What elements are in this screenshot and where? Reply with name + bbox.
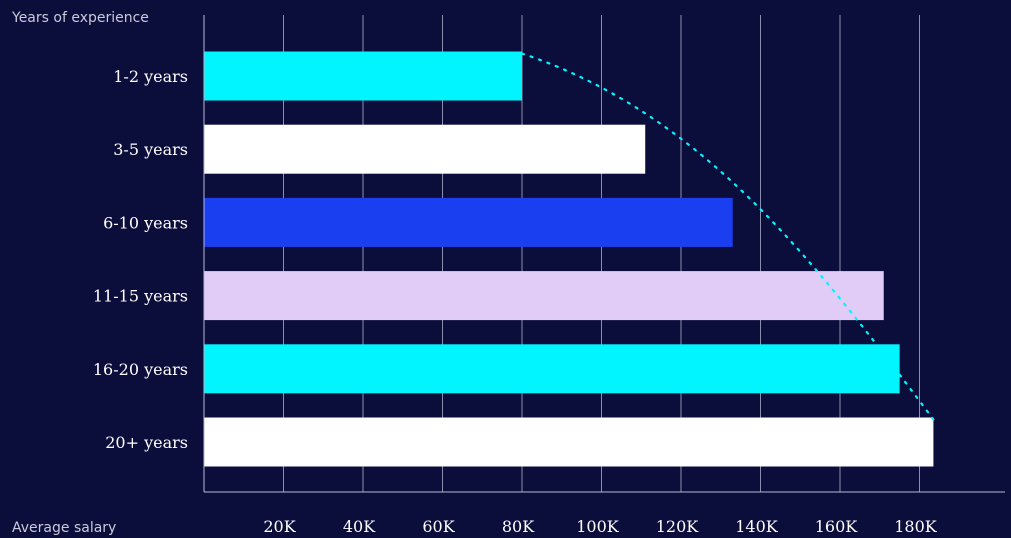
- category-label: 3-5 years: [113, 140, 188, 159]
- category-label: 1-2 years: [113, 67, 188, 86]
- labels: 20K 40K 60K 80K 100K 120K 140K 160K 180K 1-2 year…: [93, 67, 938, 536]
- trend-line-group: [520, 52, 935, 421]
- x-axis-title: Average salary: [12, 520, 116, 536]
- x-tick-label: 100K: [576, 517, 620, 536]
- bars: [204, 51, 934, 467]
- bar: [204, 197, 733, 247]
- bar: [204, 124, 646, 174]
- y-axis-title: Years of experience: [11, 10, 149, 26]
- x-tick-label: 20K: [263, 517, 296, 536]
- x-tick-label: 140K: [735, 517, 779, 536]
- category-label: 20+ years: [105, 433, 188, 452]
- x-tick-label: 160K: [815, 517, 859, 536]
- x-tick-label: 60K: [422, 517, 455, 536]
- trend-line: [520, 52, 935, 421]
- x-tick-label: 180K: [894, 517, 938, 536]
- bar: [204, 51, 522, 101]
- x-tick-label: 40K: [343, 517, 376, 536]
- bar: [204, 271, 884, 321]
- axes: [203, 15, 1005, 493]
- category-label: 11-15 years: [93, 287, 188, 306]
- x-tick-label: 80K: [502, 517, 535, 536]
- bar: [204, 344, 900, 394]
- x-tick-label: 120K: [656, 517, 700, 536]
- bar: [204, 417, 934, 467]
- category-label: 6-10 years: [103, 213, 188, 232]
- category-label: 16-20 years: [93, 360, 188, 379]
